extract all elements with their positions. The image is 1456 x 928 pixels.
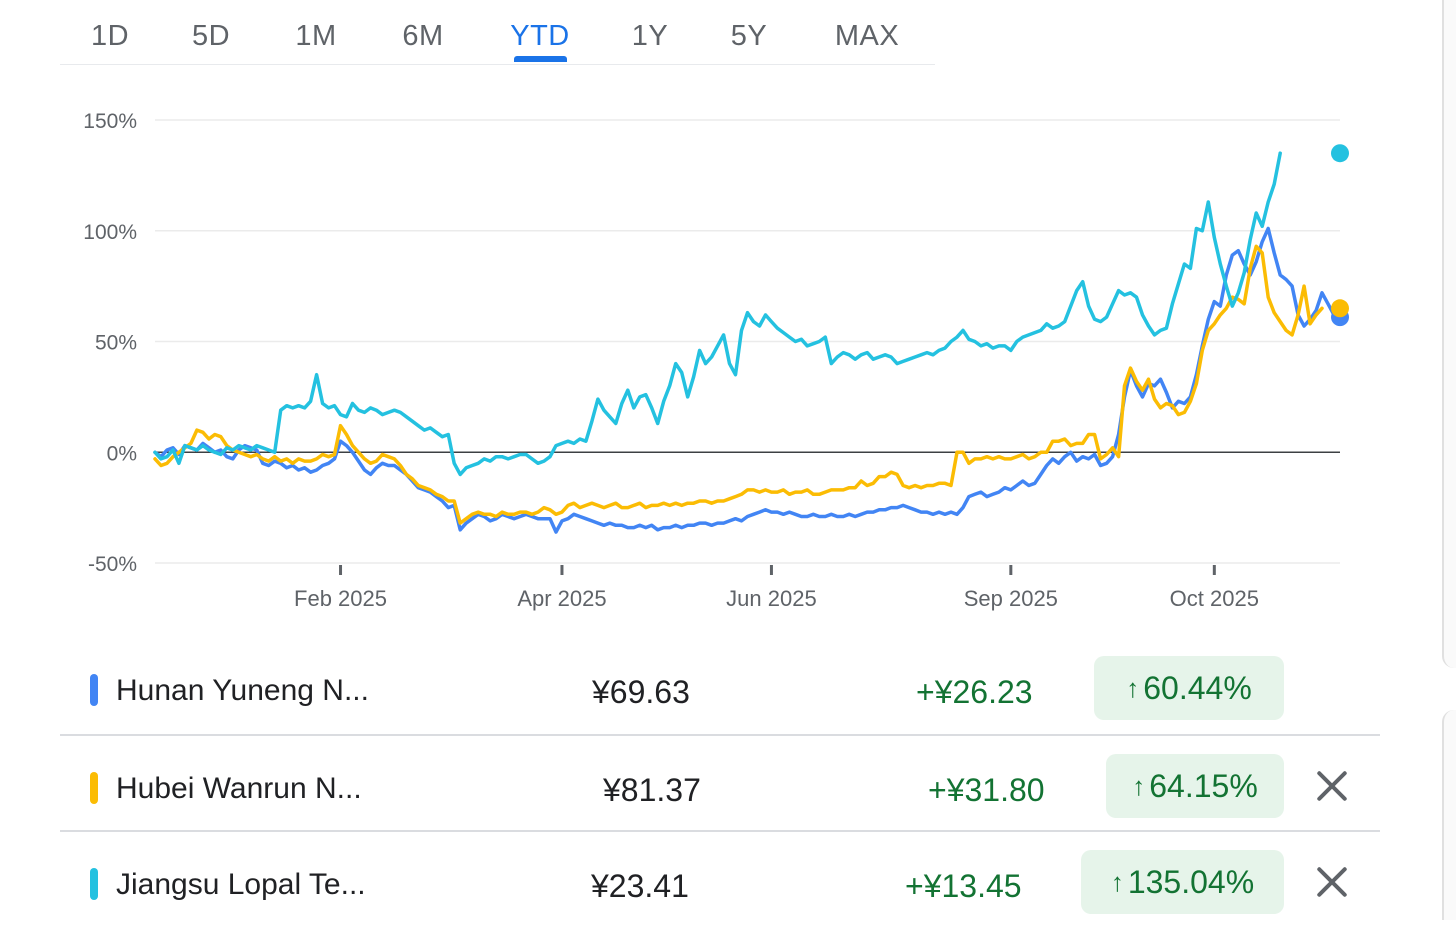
percent-change-value: 135.04% [1127,863,1255,900]
y-tick-label: 50% [95,332,137,355]
range-tabs: 1D 5D 1M 6M YTD 1Y 5Y MAX [60,0,935,65]
series-color-swatch [90,674,98,706]
series-end-point-3 [1331,144,1349,163]
tab-1y[interactable]: 1Y [631,20,669,52]
x-tick-label: Apr 2025 [517,586,606,611]
tab-5y[interactable]: 5Y [730,20,768,52]
series-color-swatch [90,868,98,900]
side-panel-edge [1442,710,1456,920]
stock-name[interactable]: Hunan Yuneng N... [116,674,369,707]
tab-1m[interactable]: 1M [295,20,337,52]
tab-6m[interactable]: 6M [402,20,444,52]
x-tick-label: Oct 2025 [1170,586,1259,611]
comparison-row[interactable]: Hubei Wanrun N... ¥81.37 +¥31.80 ↑ 64.15… [60,734,1380,832]
performance-chart: 150% 100% 50% 0% -50% Feb 2025 Apr 2025 Jun 202… [83,110,1349,611]
series-line-3 [153,151,1282,477]
percent-change-badge: ↑ 64.15% [1106,754,1284,818]
x-tick-label: Feb 2025 [294,586,387,611]
arrow-up-icon: ↑ [1132,770,1146,801]
x-tick-label: Sep 2025 [964,586,1058,611]
arrow-up-icon: ↑ [1110,866,1124,897]
tab-ytd[interactable]: YTD [510,20,570,52]
stock-name[interactable]: Jiangsu Lopal Te... [116,868,366,901]
tab-1d[interactable]: 1D [90,20,130,52]
stock-change: +¥13.45 [905,868,1022,904]
series-end-point-2 [1331,299,1349,318]
stock-price: ¥69.63 [592,674,690,710]
y-tick-label: 100% [83,221,137,244]
stock-name[interactable]: Hubei Wanrun N... [116,772,362,805]
remove-comparison-close-icon[interactable] [1312,862,1352,902]
y-tick-label: -50% [88,553,137,576]
series-color-swatch [90,772,98,804]
percent-change-value: 60.44% [1143,669,1252,706]
stock-price: ¥23.41 [591,868,689,904]
comparison-row[interactable]: Jiangsu Lopal Te... ¥23.41 +¥13.45 ↑ 135… [60,830,1380,928]
x-tick-label: Jun 2025 [726,586,817,611]
tab-max[interactable]: MAX [834,20,900,52]
stock-price: ¥81.37 [603,772,701,808]
comparison-row[interactable]: Hunan Yuneng N... ¥69.63 +¥26.23 ↑ 60.44… [60,638,1380,734]
stock-change: +¥31.80 [928,772,1045,808]
active-tab-indicator [514,56,567,62]
tab-5d[interactable]: 5D [191,20,231,52]
remove-comparison-close-icon[interactable] [1312,766,1352,806]
series-line-2 [153,244,1324,525]
percent-change-value: 64.15% [1149,767,1258,804]
arrow-up-icon: ↑ [1126,672,1140,703]
y-tick-label: 150% [83,110,137,133]
percent-change-badge: ↑ 135.04% [1081,850,1284,914]
side-panel-edge [1442,0,1456,668]
stock-change: +¥26.23 [916,674,1033,710]
y-tick-label: 0% [107,442,137,465]
percent-change-badge: ↑ 60.44% [1094,656,1284,720]
series-line-1 [153,226,1342,534]
